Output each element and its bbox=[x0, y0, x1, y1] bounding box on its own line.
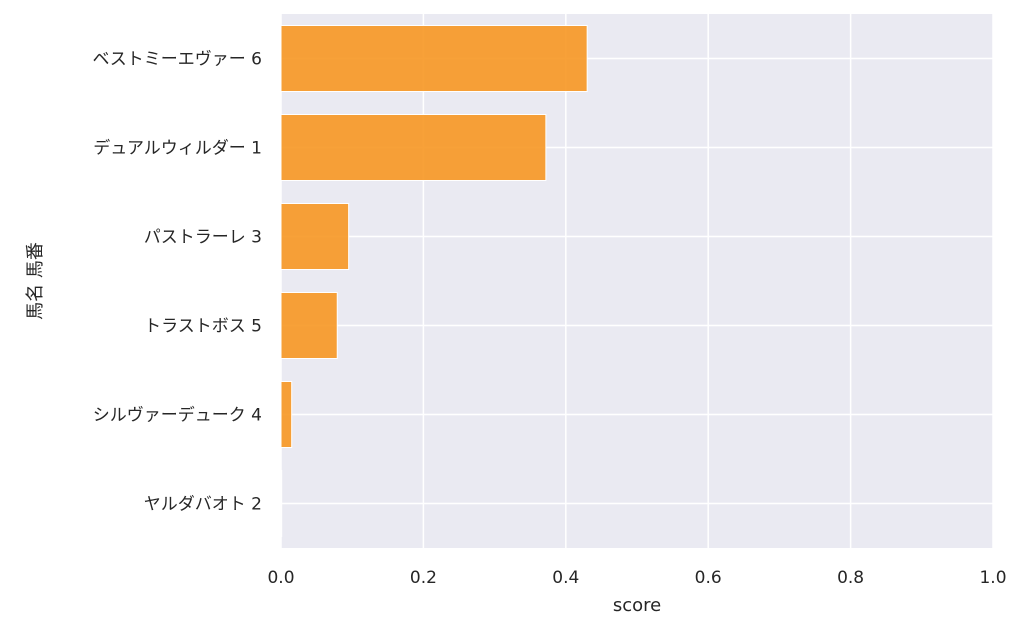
x-tick-labels: 0.0 0.2 0.4 0.6 0.8 1.0 bbox=[267, 568, 1006, 588]
x-axis-label: score bbox=[613, 595, 661, 616]
x-tick-label: 0.8 bbox=[837, 568, 864, 588]
x-tick-label: 0.0 bbox=[267, 568, 294, 588]
bar bbox=[280, 381, 293, 448]
y-axis-label: 馬名 馬番 bbox=[25, 242, 46, 320]
y-tick-labels: ベストミーエヴァー 6 デュアルウィルダー 1 パストラーレ 3 トラストボス 5 シル… bbox=[92, 50, 262, 515]
bar bbox=[280, 203, 350, 270]
x-tick-label: 0.2 bbox=[410, 568, 437, 588]
y-tick-label: ベストミーエヴァー 6 bbox=[92, 50, 262, 70]
bar bbox=[280, 114, 547, 181]
bar bbox=[280, 25, 588, 92]
bars bbox=[280, 25, 588, 537]
y-tick-label: ヤルダバオト 2 bbox=[144, 495, 262, 515]
bar bbox=[280, 470, 283, 537]
y-tick-label: トラストボス 5 bbox=[144, 317, 262, 337]
plot-area bbox=[281, 14, 993, 548]
x-tick-label: 0.4 bbox=[552, 568, 579, 588]
y-tick-label: パストラーレ 3 bbox=[144, 228, 262, 248]
x-tick-label: 1.0 bbox=[979, 568, 1006, 588]
bar bbox=[280, 292, 338, 359]
x-tick-label: 0.6 bbox=[695, 568, 722, 588]
y-tick-label: シルヴァーデューク 4 bbox=[93, 405, 262, 426]
y-tick-label: デュアルウィルダー 1 bbox=[93, 138, 262, 159]
